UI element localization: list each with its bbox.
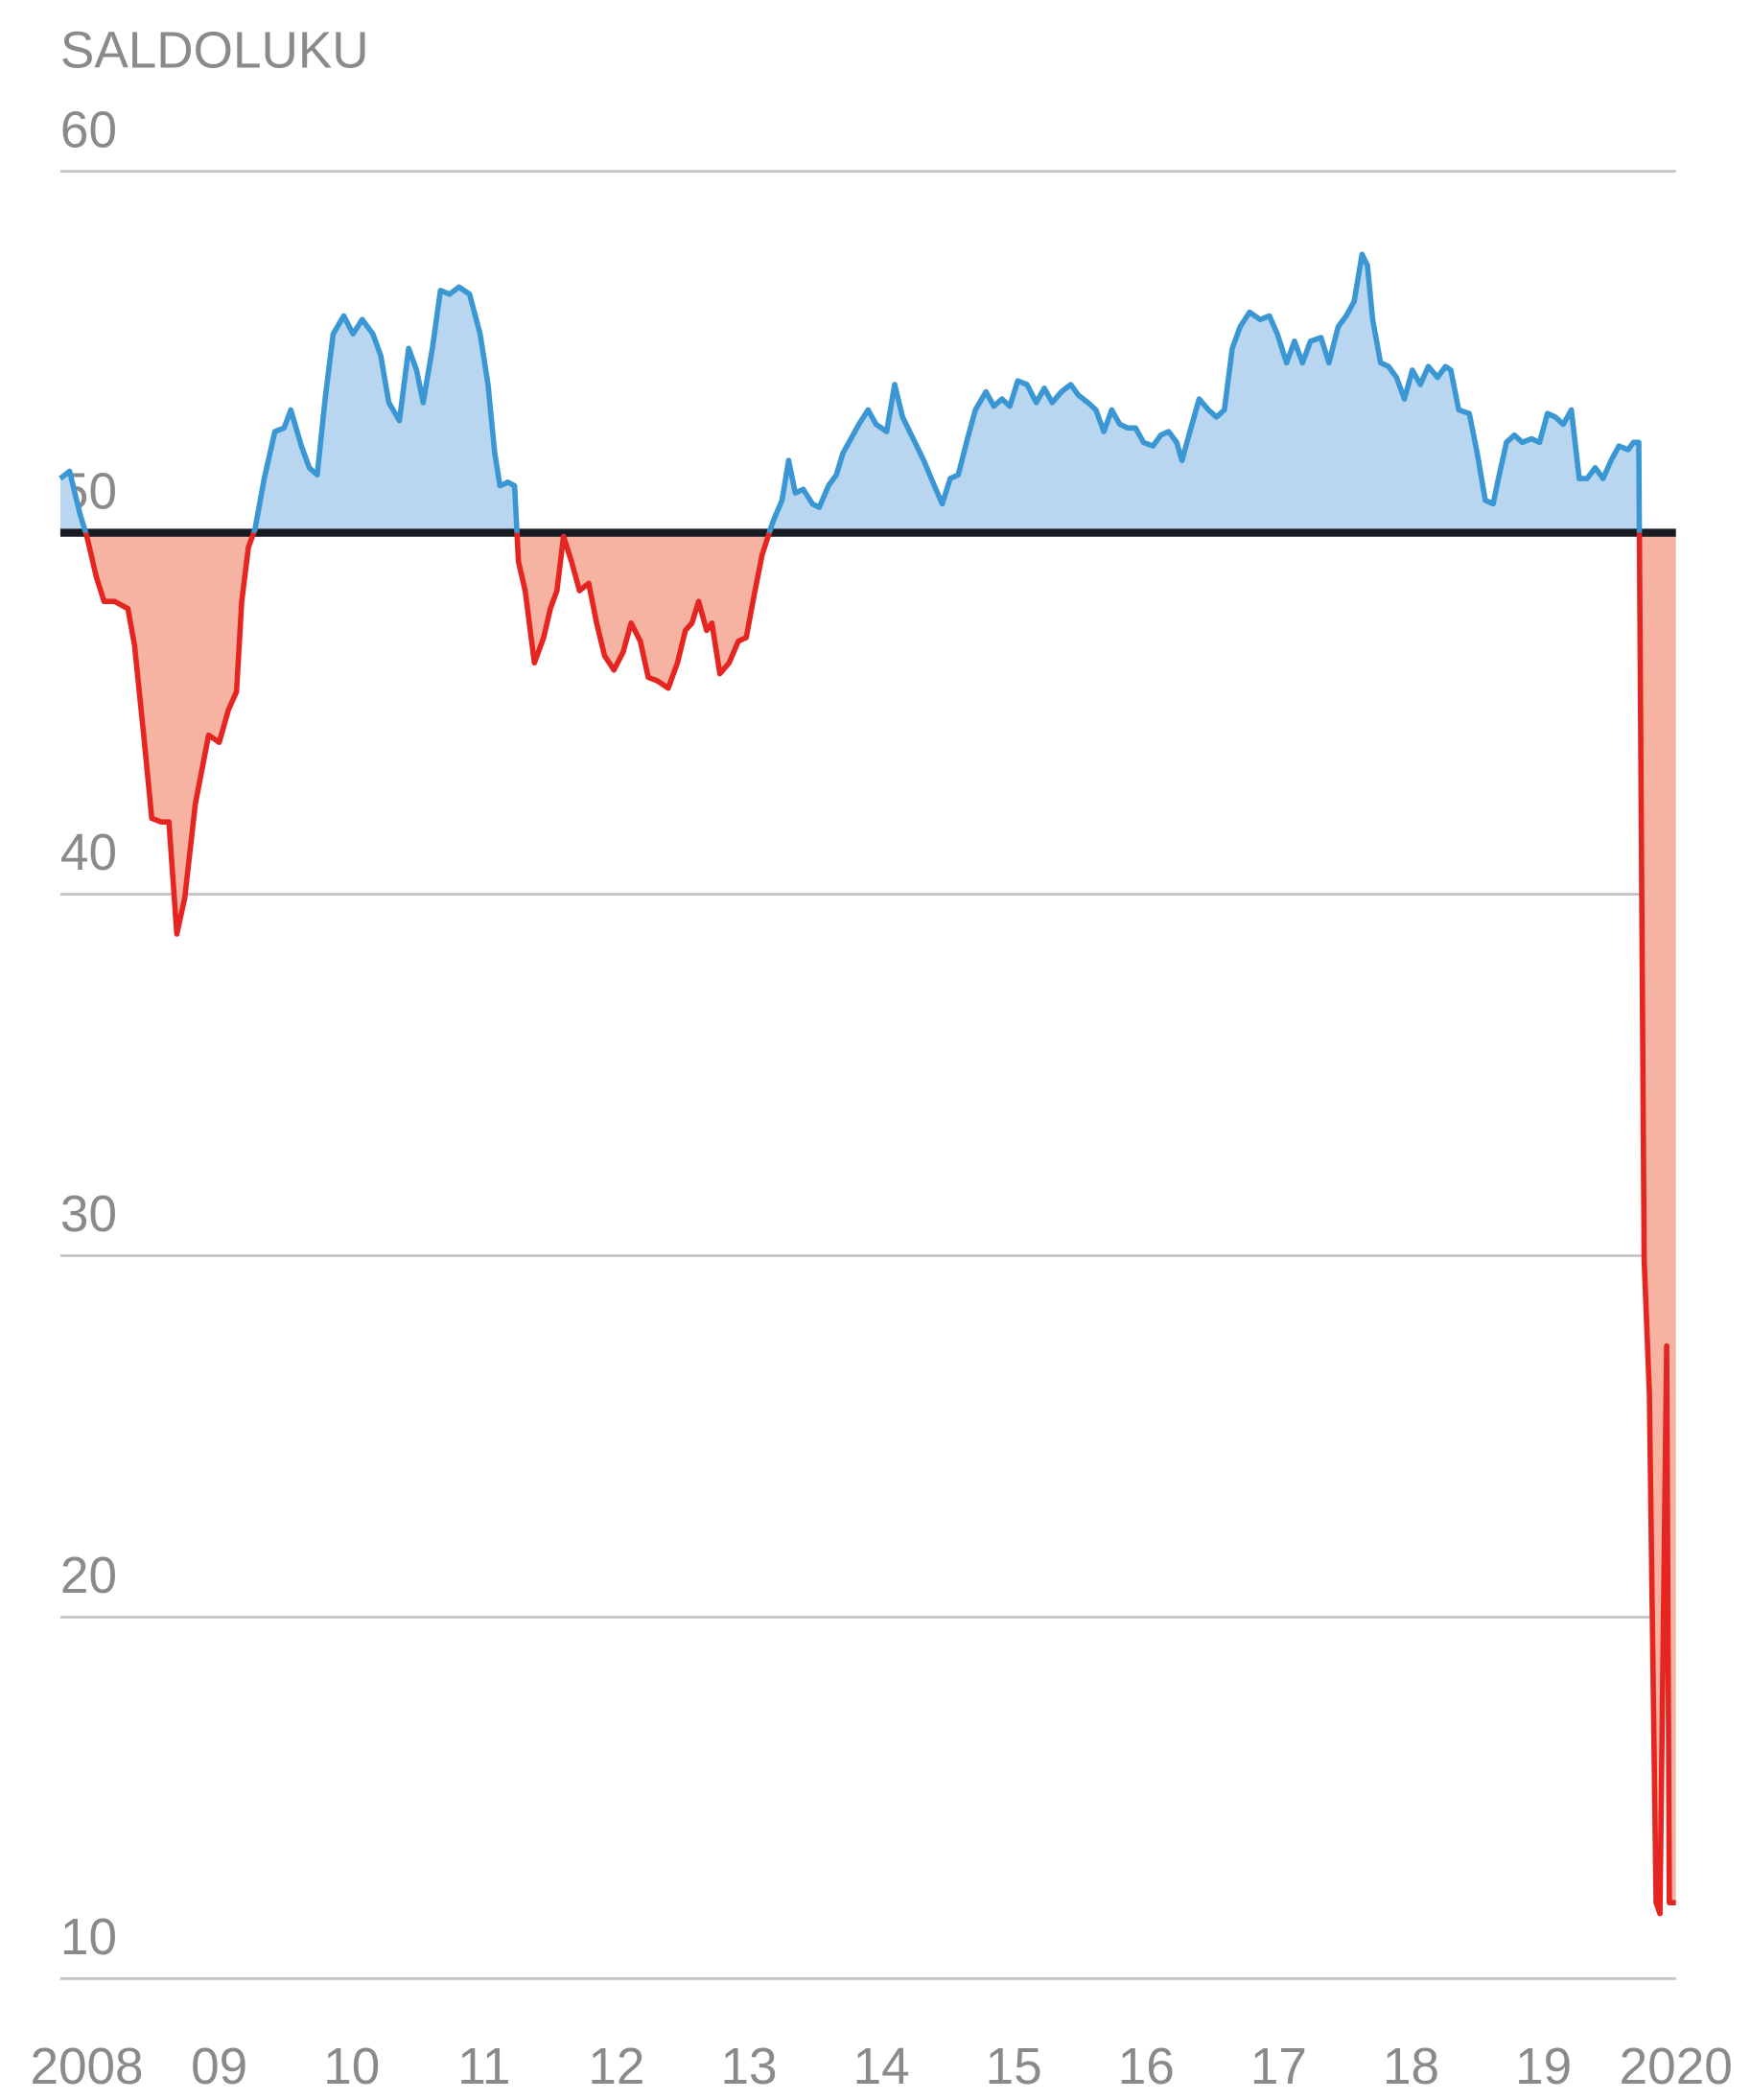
x-tick-label: 16: [1118, 2039, 1175, 2095]
x-tick-label: 17: [1250, 2039, 1307, 2095]
y-tick-label: 20: [60, 1548, 117, 1604]
x-tick-label: 14: [853, 2039, 910, 2095]
x-tick-label: 09: [191, 2039, 247, 2095]
x-tick-label: 10: [323, 2039, 380, 2095]
x-tick-label: 15: [986, 2039, 1042, 2095]
area-fill: [59, 254, 1676, 1914]
y-tick-label: 10: [60, 1909, 117, 1966]
x-tick-label: 11: [457, 2039, 510, 2095]
x-tick-label: 2008: [30, 2039, 143, 2095]
y-tick-label: 40: [60, 825, 117, 881]
x-tick-label: 19: [1515, 2039, 1572, 2095]
x-tick-label: 18: [1383, 2039, 1439, 2095]
line: [58, 251, 1676, 1917]
x-tick-label: 12: [588, 2039, 644, 2095]
x-tick-label: 2020: [1620, 2039, 1733, 2095]
y-tick-label: 30: [60, 1186, 117, 1243]
x-tick-label: 13: [720, 2039, 777, 2095]
y-tick-label: 60: [60, 102, 117, 158]
chart-title: SALDOLUKU: [60, 22, 369, 79]
